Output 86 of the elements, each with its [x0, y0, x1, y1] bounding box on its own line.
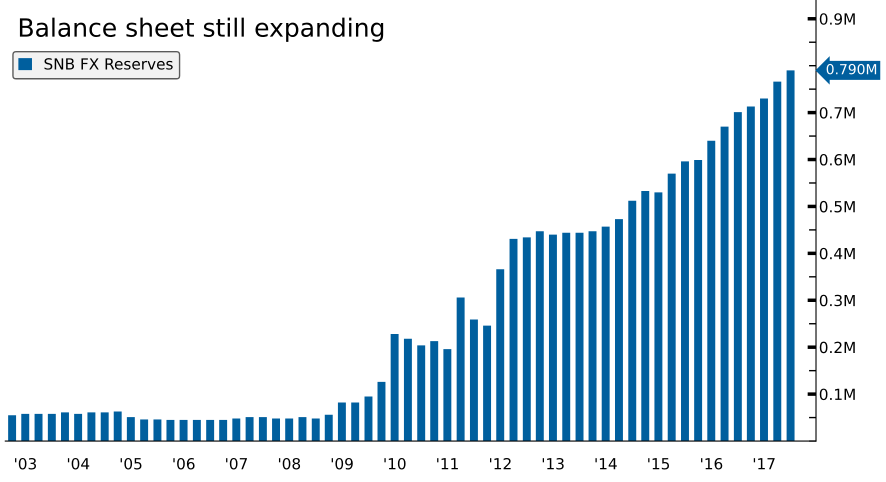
bar: [246, 417, 254, 442]
bar: [707, 140, 716, 442]
bar: [694, 160, 702, 442]
x-tick-label: '14: [595, 458, 617, 470]
bar: [628, 200, 636, 442]
bar: [153, 419, 162, 442]
bar: [536, 231, 544, 442]
bar: [272, 418, 280, 442]
bar: [668, 174, 676, 442]
y-tick-label: 0.6M: [820, 154, 855, 166]
bar: [576, 232, 584, 442]
y-tick-label: 0.9M: [820, 13, 855, 25]
bar: [786, 70, 795, 442]
y-tick-label: 0.1M: [820, 388, 855, 400]
bar: [298, 417, 306, 442]
bar: [456, 297, 465, 442]
bar: [470, 320, 478, 442]
bar: [166, 420, 174, 442]
bar: [522, 237, 531, 442]
x-tick-label: '05: [120, 458, 142, 470]
bar: [734, 112, 742, 442]
bar: [720, 126, 729, 442]
bar: [8, 415, 16, 442]
bar: [48, 414, 56, 442]
bar: [192, 420, 201, 442]
x-tick-label: '04: [68, 458, 90, 470]
x-tick-label: '12: [490, 458, 511, 470]
bar: [562, 232, 570, 442]
bar: [87, 412, 96, 442]
bar: [496, 269, 504, 442]
bar: [74, 414, 82, 442]
x-tick-label: '11: [437, 458, 458, 470]
bar: [140, 419, 148, 442]
bar: [548, 234, 557, 442]
bar: [338, 402, 346, 442]
bar: [760, 98, 768, 442]
bar: [404, 338, 412, 442]
bar: [510, 238, 518, 442]
text: Balance sheet still expanding: [20, 18, 384, 42]
bar: [114, 411, 122, 442]
bar: [614, 219, 623, 442]
bar: [364, 396, 372, 442]
x-tick-label: '08: [278, 458, 300, 470]
bar: [773, 82, 782, 442]
bar: [206, 420, 214, 442]
bar: [324, 414, 333, 442]
bar: [232, 418, 240, 442]
bar: [126, 417, 135, 442]
bar: [443, 349, 452, 442]
y-tick-label: 0.7M: [820, 107, 855, 119]
x-tick-label: '06: [173, 458, 195, 470]
bar: [641, 190, 650, 442]
bar: [258, 417, 267, 442]
bar: [378, 382, 386, 442]
bar: [483, 326, 492, 442]
y-tick-label: 0.4M: [820, 248, 855, 260]
bar: [61, 412, 69, 442]
legend-label: SNB FX Reserves: [44, 58, 173, 70]
y-tick-label: 0.3M: [820, 294, 855, 306]
x-tick-label: '16: [701, 458, 722, 470]
bar: [21, 414, 30, 442]
bar: [681, 161, 689, 442]
x-tick-label: '15: [648, 458, 670, 470]
y-tick-label: 0.5M: [820, 200, 855, 212]
bar: [430, 341, 438, 442]
bar: [654, 192, 662, 442]
bar: [180, 420, 188, 442]
bar: [351, 402, 360, 442]
bar: [100, 412, 109, 442]
bar: [390, 334, 399, 442]
x-tick-label: '09: [332, 458, 353, 470]
x-tick-label: '10: [384, 458, 406, 470]
bar: [285, 418, 294, 442]
y-tick-label: 0.2M: [820, 342, 855, 354]
bar: [219, 420, 228, 442]
bar: [417, 345, 426, 442]
x-tick-label: '03: [15, 458, 36, 470]
x-tick-label: '07: [226, 458, 247, 470]
bar: [588, 231, 597, 442]
x-tick-label: '13: [542, 458, 564, 470]
annotation: 0.790M: [826, 64, 876, 74]
bar: [34, 414, 43, 442]
x-tick-label: '17: [754, 458, 775, 470]
bar: [312, 418, 320, 442]
bar: [746, 106, 755, 442]
bar: [602, 226, 610, 442]
